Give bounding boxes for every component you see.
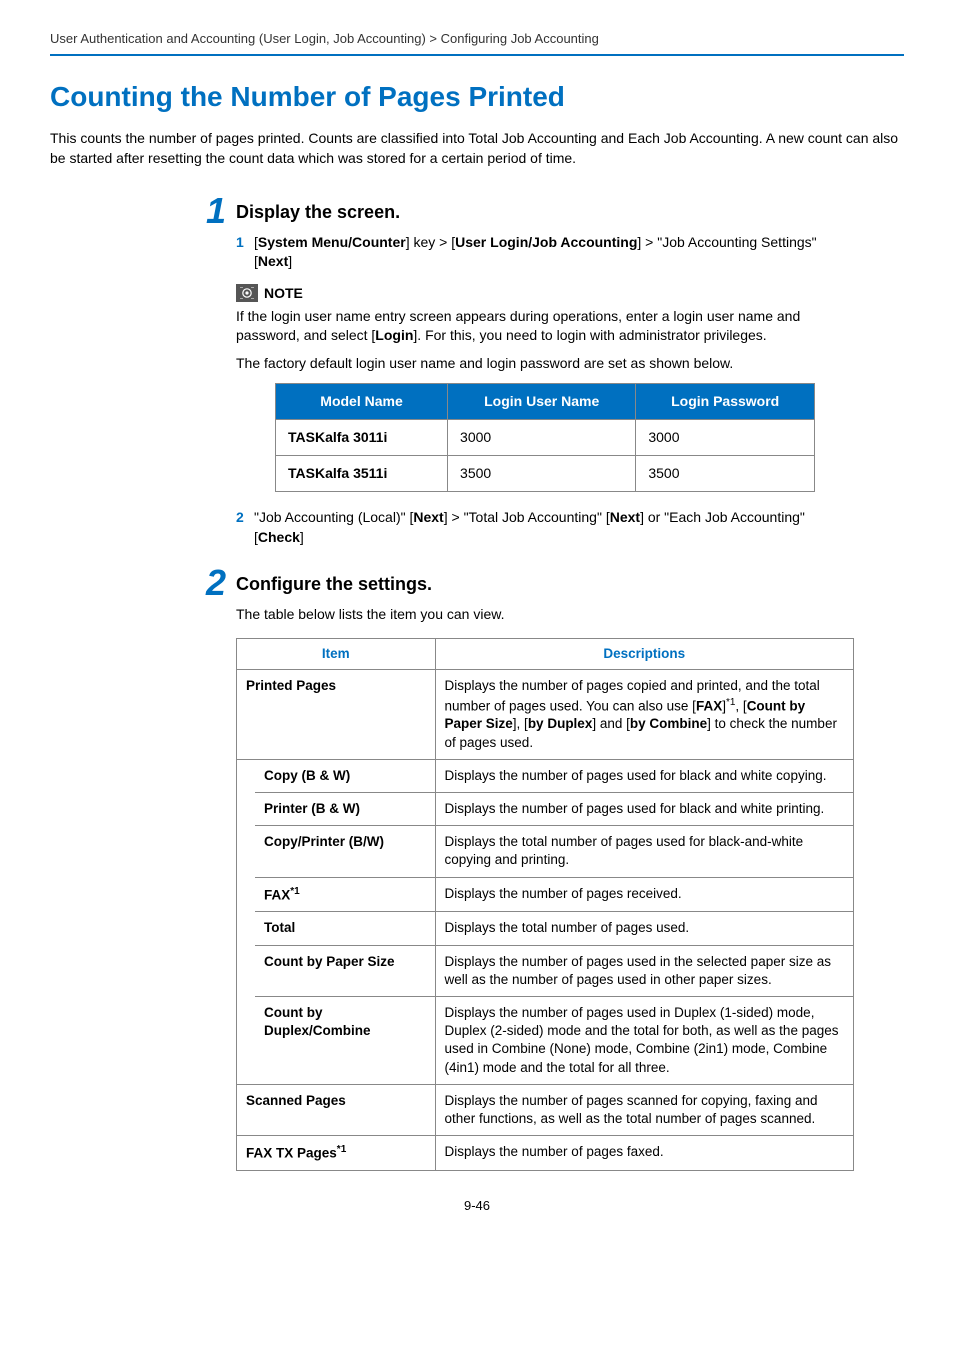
table-row: TASKalfa 3511i 3500 3500 (276, 456, 815, 492)
item-total: Total (255, 912, 435, 945)
table-row: Total Displays the total number of pages… (237, 912, 854, 945)
substep-2: 2 "Job Accounting (Local)" [Next] > "Tot… (236, 508, 854, 547)
table-row: Scanned Pages Displays the number of pag… (237, 1084, 854, 1135)
item-desc: Displays the number of pages copied and … (435, 670, 854, 759)
step-title: Configure the settings. (236, 565, 432, 596)
table-row: TASKalfa 3011i 3000 3000 (276, 420, 815, 456)
col-login-user: Login User Name (448, 384, 636, 420)
col-descriptions: Descriptions (435, 639, 854, 670)
table-row: Count by Duplex/Combine Displays the num… (237, 996, 854, 1084)
table-row: Copy (B & W) Displays the number of page… (237, 759, 854, 792)
note-text-2: The factory default login user name and … (236, 354, 854, 374)
step-number: 1 (180, 193, 226, 229)
note-label: NOTE (264, 284, 303, 303)
col-item: Item (237, 639, 436, 670)
step-1-content: 1 [System Menu/Counter] key > [User Logi… (236, 233, 854, 548)
note-box: NOTE If the login user name entry screen… (236, 284, 854, 492)
config-intro: The table below lists the item you can v… (236, 605, 854, 624)
step-2-header: 2 Configure the settings. (180, 565, 904, 601)
step-number: 2 (180, 565, 226, 601)
breadcrumb: User Authentication and Accounting (User… (50, 30, 904, 48)
substep-1: 1 [System Menu/Counter] key > [User Logi… (236, 233, 854, 272)
note-icon (236, 284, 258, 302)
table-row: Copy/Printer (B/W) Displays the total nu… (237, 826, 854, 877)
col-login-password: Login Password (636, 384, 815, 420)
login-credentials-table: Model Name Login User Name Login Passwor… (275, 383, 815, 492)
item-desc: Displays the total number of pages used … (435, 826, 854, 877)
divider (50, 54, 904, 56)
substep-text: "Job Accounting (Local)" [Next] > "Total… (254, 508, 854, 547)
item-fax: FAX*1 (255, 877, 435, 912)
table-row: Count by Paper Size Displays the number … (237, 945, 854, 996)
table-row: Printer (B & W) Displays the number of p… (237, 792, 854, 825)
item-desc: Displays the number of pages received. (435, 877, 854, 912)
item-desc: Displays the number of pages used in Dup… (435, 996, 854, 1084)
item-printed-pages: Printed Pages (237, 670, 436, 759)
page-number: 9-46 (50, 1197, 904, 1215)
item-scanned-pages: Scanned Pages (237, 1084, 436, 1135)
table-row: Printed Pages Displays the number of pag… (237, 670, 854, 759)
item-count-duplex-combine: Count by Duplex/Combine (255, 996, 435, 1084)
item-copy-printer-bw: Copy/Printer (B/W) (255, 826, 435, 877)
note-text-1: If the login user name entry screen appe… (236, 307, 854, 346)
items-table: Item Descriptions Printed Pages Displays… (236, 638, 854, 1171)
item-desc: Displays the number of pages used for bl… (435, 792, 854, 825)
step-2-content: The table below lists the item you can v… (236, 605, 854, 1171)
table-row: FAX TX Pages*1 Displays the number of pa… (237, 1136, 854, 1171)
col-model-name: Model Name (276, 384, 448, 420)
page-title: Counting the Number of Pages Printed (50, 78, 904, 116)
item-count-paper-size: Count by Paper Size (255, 945, 435, 996)
item-desc: Displays the number of pages used in the… (435, 945, 854, 996)
item-printer-bw: Printer (B & W) (255, 792, 435, 825)
item-desc: Displays the number of pages scanned for… (435, 1084, 854, 1135)
substep-text: [System Menu/Counter] key > [User Login/… (254, 233, 854, 272)
item-fax-tx-pages: FAX TX Pages*1 (237, 1136, 436, 1171)
item-desc: Displays the number of pages faxed. (435, 1136, 854, 1171)
substep-number: 2 (236, 508, 254, 527)
item-desc: Displays the total number of pages used. (435, 912, 854, 945)
item-copy-bw: Copy (B & W) (255, 759, 435, 792)
intro-paragraph: This counts the number of pages printed.… (50, 129, 904, 168)
table-row: FAX*1 Displays the number of pages recei… (237, 877, 854, 912)
step-title: Display the screen. (236, 193, 400, 224)
substep-number: 1 (236, 233, 254, 252)
item-desc: Displays the number of pages used for bl… (435, 759, 854, 792)
step-1-header: 1 Display the screen. (180, 193, 904, 229)
